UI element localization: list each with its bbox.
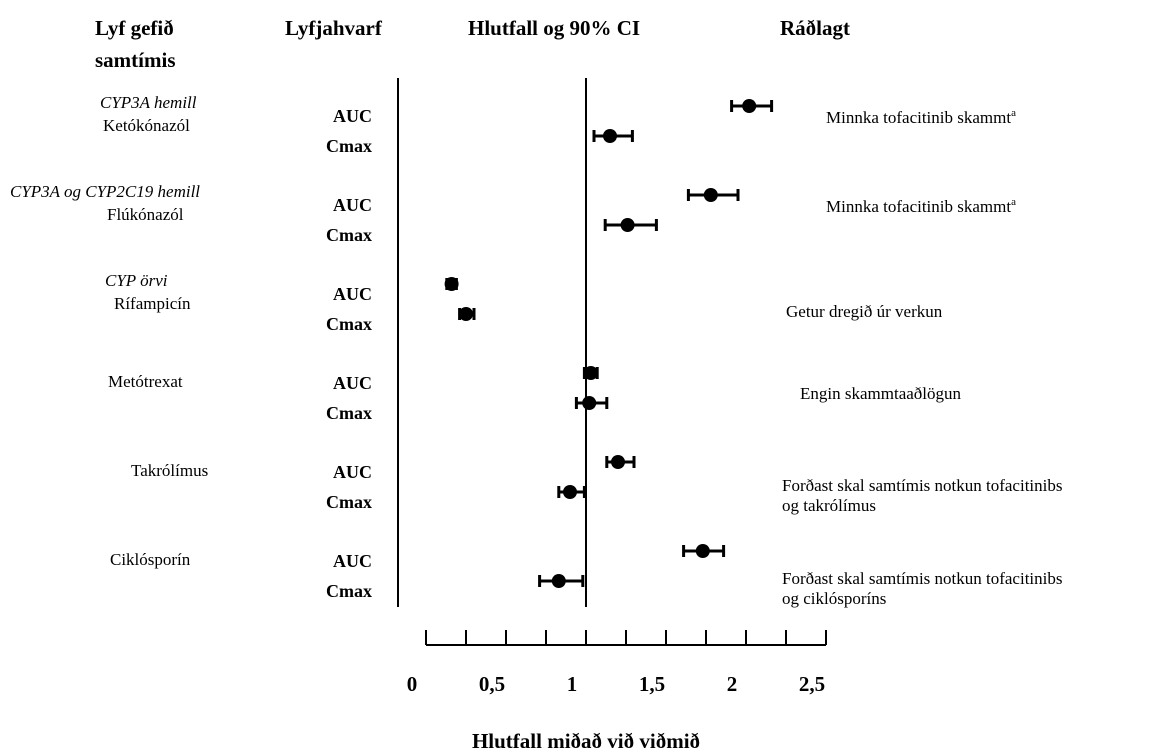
header-drug: samtímis bbox=[95, 48, 176, 72]
recommendation-text: Forðast skal samtímis notkun tofacitinib… bbox=[782, 569, 1062, 588]
recommendation: og takrólímus bbox=[782, 496, 876, 515]
point bbox=[563, 485, 577, 499]
header-recommendation: Ráðlagt bbox=[780, 16, 850, 40]
parameter-label: Cmax bbox=[326, 581, 372, 601]
parameter-label: Cmax bbox=[326, 314, 372, 334]
recommendation-text: og ciklósporíns bbox=[782, 589, 886, 608]
parameter-label: Cmax bbox=[326, 225, 372, 245]
footnote-mark: a bbox=[1011, 107, 1016, 119]
recommendation-text: Minnka tofacitinib skammt bbox=[826, 197, 1011, 216]
x-tick-label: 2 bbox=[727, 672, 738, 696]
footnote-mark: a bbox=[1011, 196, 1016, 208]
x-tick-label: 1,5 bbox=[639, 672, 665, 696]
recommendation-text: Engin skammtaaðlögun bbox=[800, 384, 962, 403]
parameter-label: AUC bbox=[333, 551, 372, 571]
drug-name: Ciklósporín bbox=[110, 550, 191, 569]
recommendation: Minnka tofacitinib skammta bbox=[826, 107, 1016, 127]
point bbox=[582, 396, 597, 410]
recommendation: og ciklósporíns bbox=[782, 589, 886, 608]
x-axis-label: Hlutfall miðað við viðmið bbox=[472, 729, 700, 753]
point bbox=[444, 277, 459, 291]
point bbox=[620, 218, 635, 232]
point bbox=[603, 129, 617, 143]
point bbox=[742, 99, 757, 113]
parameter-label: Cmax bbox=[326, 403, 372, 423]
point bbox=[583, 366, 598, 380]
drug-class: CYP3A hemill bbox=[100, 93, 197, 112]
drug-class: CYP3A og CYP2C19 hemill bbox=[10, 182, 200, 201]
drug-name: Takrólímus bbox=[131, 461, 208, 480]
recommendation: Minnka tofacitinib skammta bbox=[826, 196, 1016, 216]
drug-name: Flúkónazól bbox=[107, 205, 184, 224]
recommendation: Getur dregið úr verkun bbox=[786, 302, 943, 321]
recommendation: Engin skammtaaðlögun bbox=[800, 384, 962, 403]
x-tick-label: 1 bbox=[567, 672, 578, 696]
drug-name: Ketókónazól bbox=[103, 116, 190, 135]
recommendation-text: Getur dregið úr verkun bbox=[786, 302, 943, 321]
point bbox=[703, 188, 718, 202]
parameter-label: AUC bbox=[333, 106, 372, 126]
recommendation-text: og takrólímus bbox=[782, 496, 876, 515]
recommendation: Forðast skal samtímis notkun tofacitinib… bbox=[782, 569, 1062, 588]
parameter-label: Cmax bbox=[326, 492, 372, 512]
point bbox=[551, 574, 566, 588]
parameter-label: AUC bbox=[333, 373, 372, 393]
recommendation-text: Minnka tofacitinib skammt bbox=[826, 108, 1011, 127]
recommendation: Forðast skal samtímis notkun tofacitinib… bbox=[782, 476, 1062, 495]
header-parameter: Lyfjahvarf bbox=[285, 16, 383, 40]
parameter-label: AUC bbox=[333, 195, 372, 215]
parameter-label: Cmax bbox=[326, 136, 372, 156]
header-drug: Lyf gefið bbox=[95, 16, 174, 40]
parameter-label: AUC bbox=[333, 462, 372, 482]
x-tick-label: 0,5 bbox=[479, 672, 505, 696]
point bbox=[459, 307, 473, 321]
recommendation-text: Forðast skal samtímis notkun tofacitinib… bbox=[782, 476, 1062, 495]
parameter-label: AUC bbox=[333, 284, 372, 304]
drug-class: CYP örvi bbox=[105, 271, 168, 290]
point bbox=[695, 544, 710, 558]
drug-name: Metótrexat bbox=[108, 372, 183, 391]
drug-name: Rífampicín bbox=[114, 294, 191, 313]
x-tick-label: 2,5 bbox=[799, 672, 825, 696]
point bbox=[611, 455, 625, 469]
header-ratio: Hlutfall og 90% CI bbox=[468, 16, 640, 40]
x-tick-label: 0 bbox=[407, 672, 418, 696]
